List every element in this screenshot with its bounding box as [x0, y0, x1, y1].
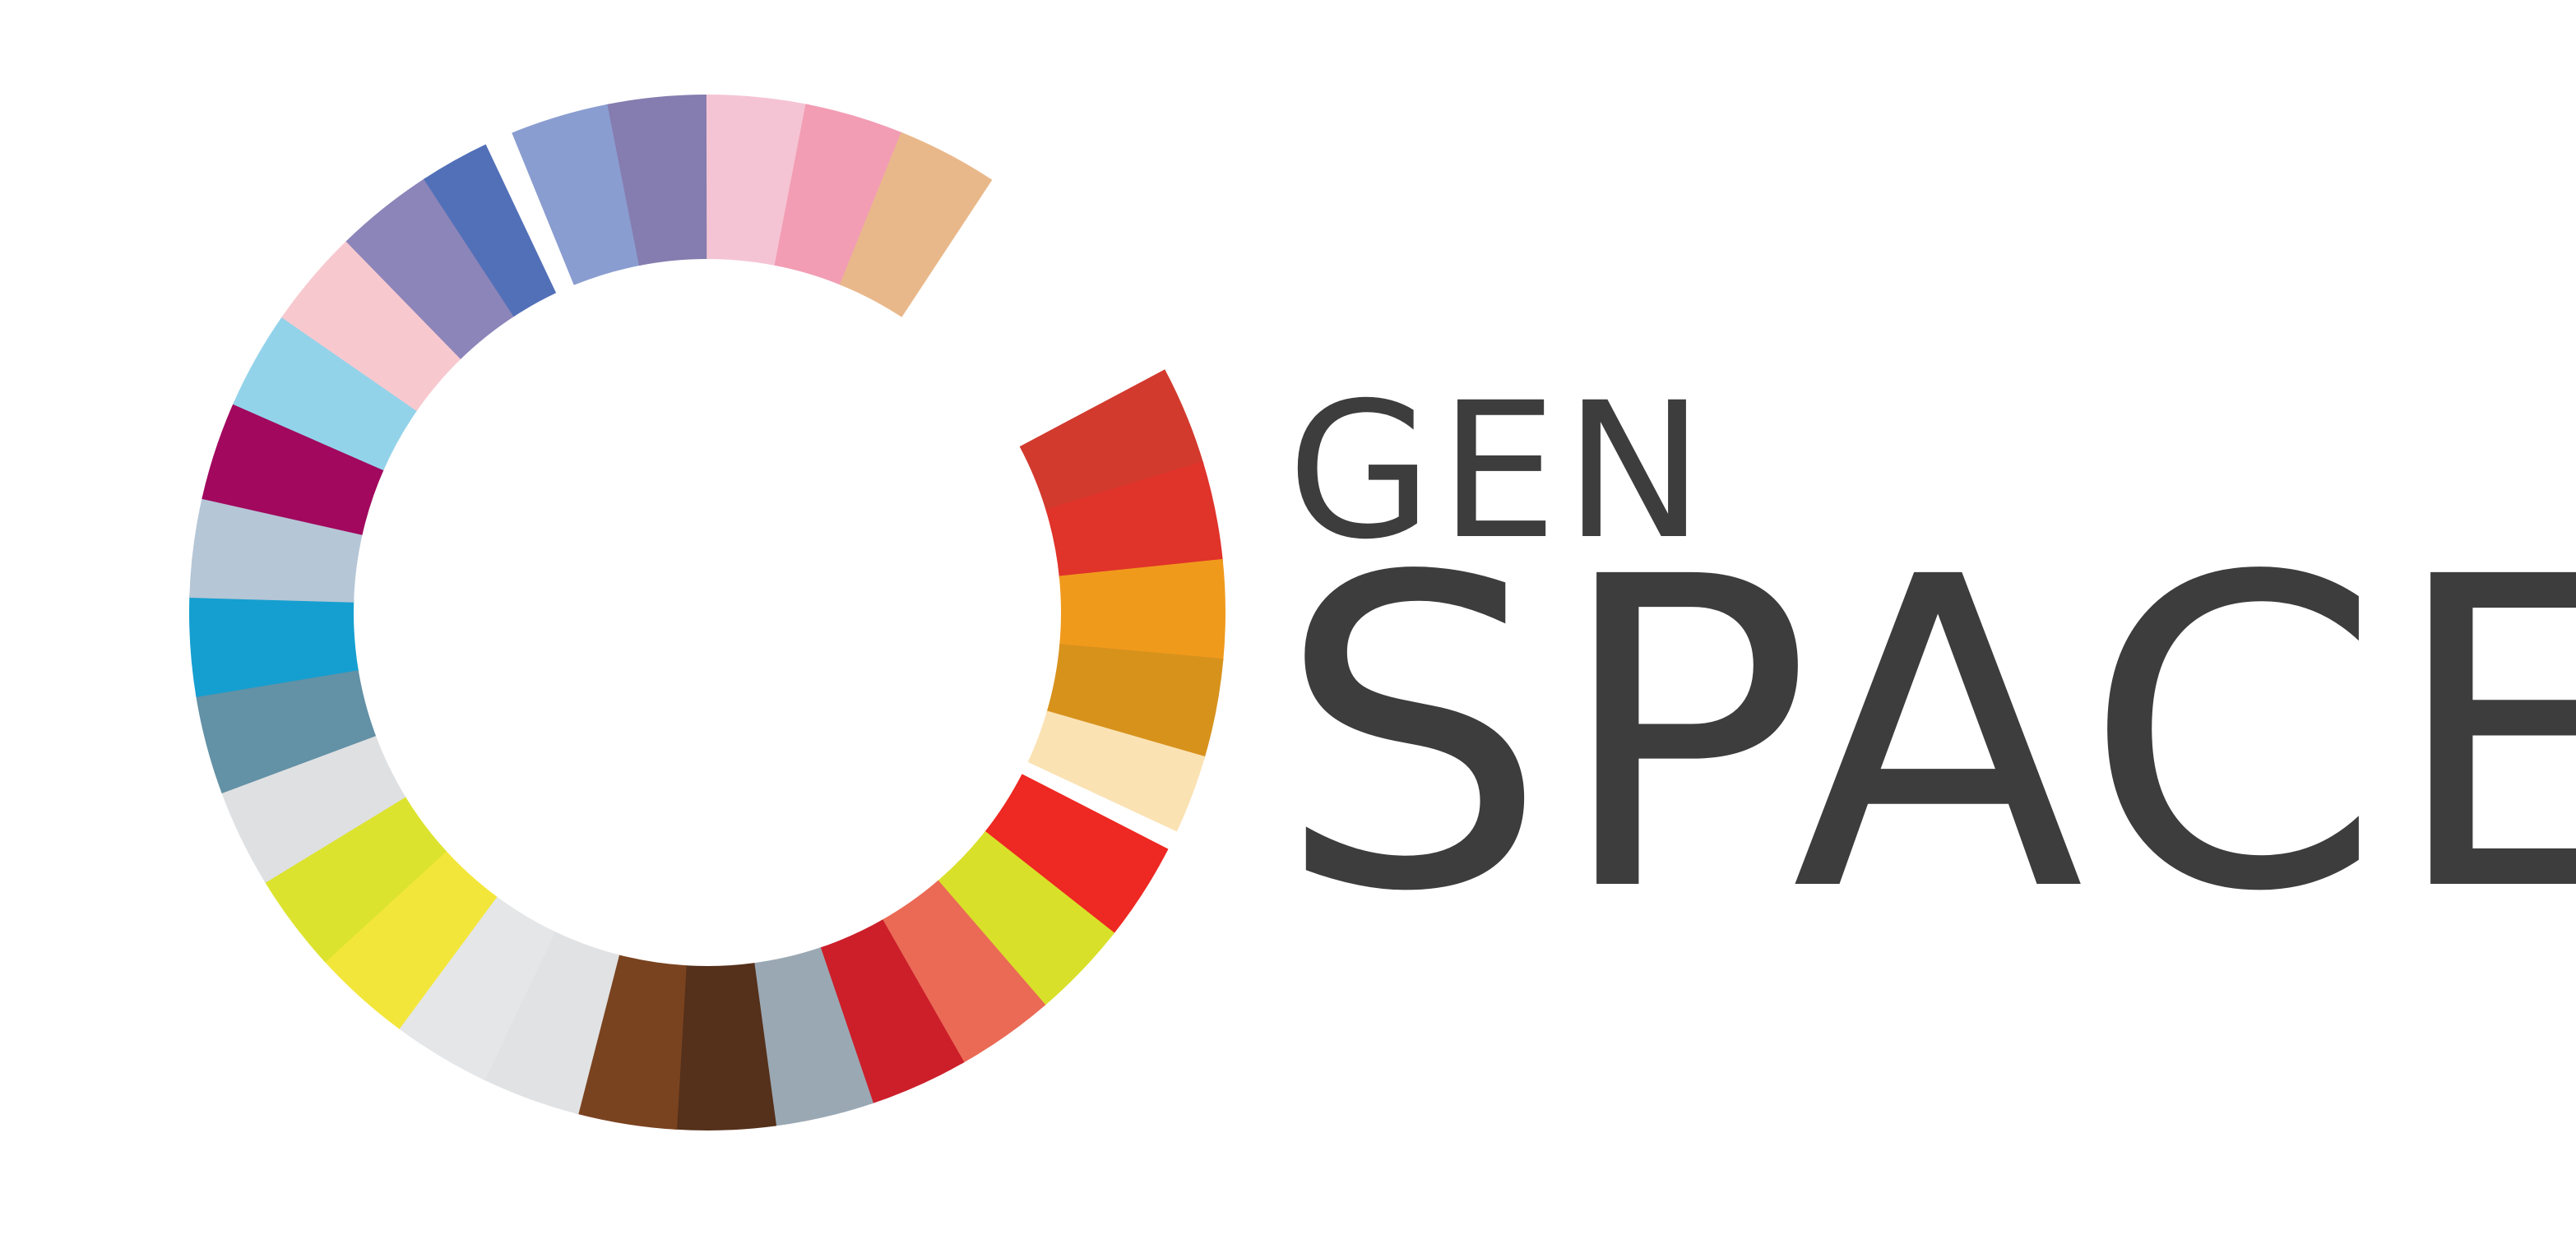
ring-segment — [281, 238, 462, 412]
ring-segment — [1045, 461, 1224, 579]
ring-segment — [1046, 644, 1224, 760]
ring-segment — [481, 931, 620, 1115]
ring-segment — [936, 830, 1115, 1007]
ring-segment — [195, 668, 377, 793]
wordmark-space: SPACE — [1276, 487, 2576, 985]
ring-segment — [752, 947, 873, 1126]
ring-segment — [839, 132, 993, 317]
ring-segment — [512, 104, 642, 285]
ring-segment — [575, 954, 687, 1130]
ring-segment — [189, 496, 364, 603]
ring-segment — [345, 177, 516, 359]
ring-segment — [202, 401, 385, 535]
ring-segment — [233, 314, 419, 471]
ring-segment — [322, 849, 498, 1029]
ring-segment — [674, 963, 777, 1130]
ring-segment — [1027, 710, 1206, 832]
wordmark-gen: GEN — [1287, 362, 1711, 580]
ring-segment — [880, 880, 1046, 1064]
ring-segment — [396, 895, 556, 1080]
ring-segment — [189, 594, 359, 697]
ring-segment — [774, 104, 905, 286]
ring-segment — [263, 795, 447, 963]
ring-segments — [189, 95, 1225, 1130]
ring-segment — [424, 144, 557, 317]
ring-segment — [220, 733, 406, 883]
ring-segment — [818, 919, 965, 1104]
ring-segment — [607, 95, 710, 266]
ring-segment — [984, 774, 1169, 936]
ring-segment — [1059, 558, 1225, 662]
